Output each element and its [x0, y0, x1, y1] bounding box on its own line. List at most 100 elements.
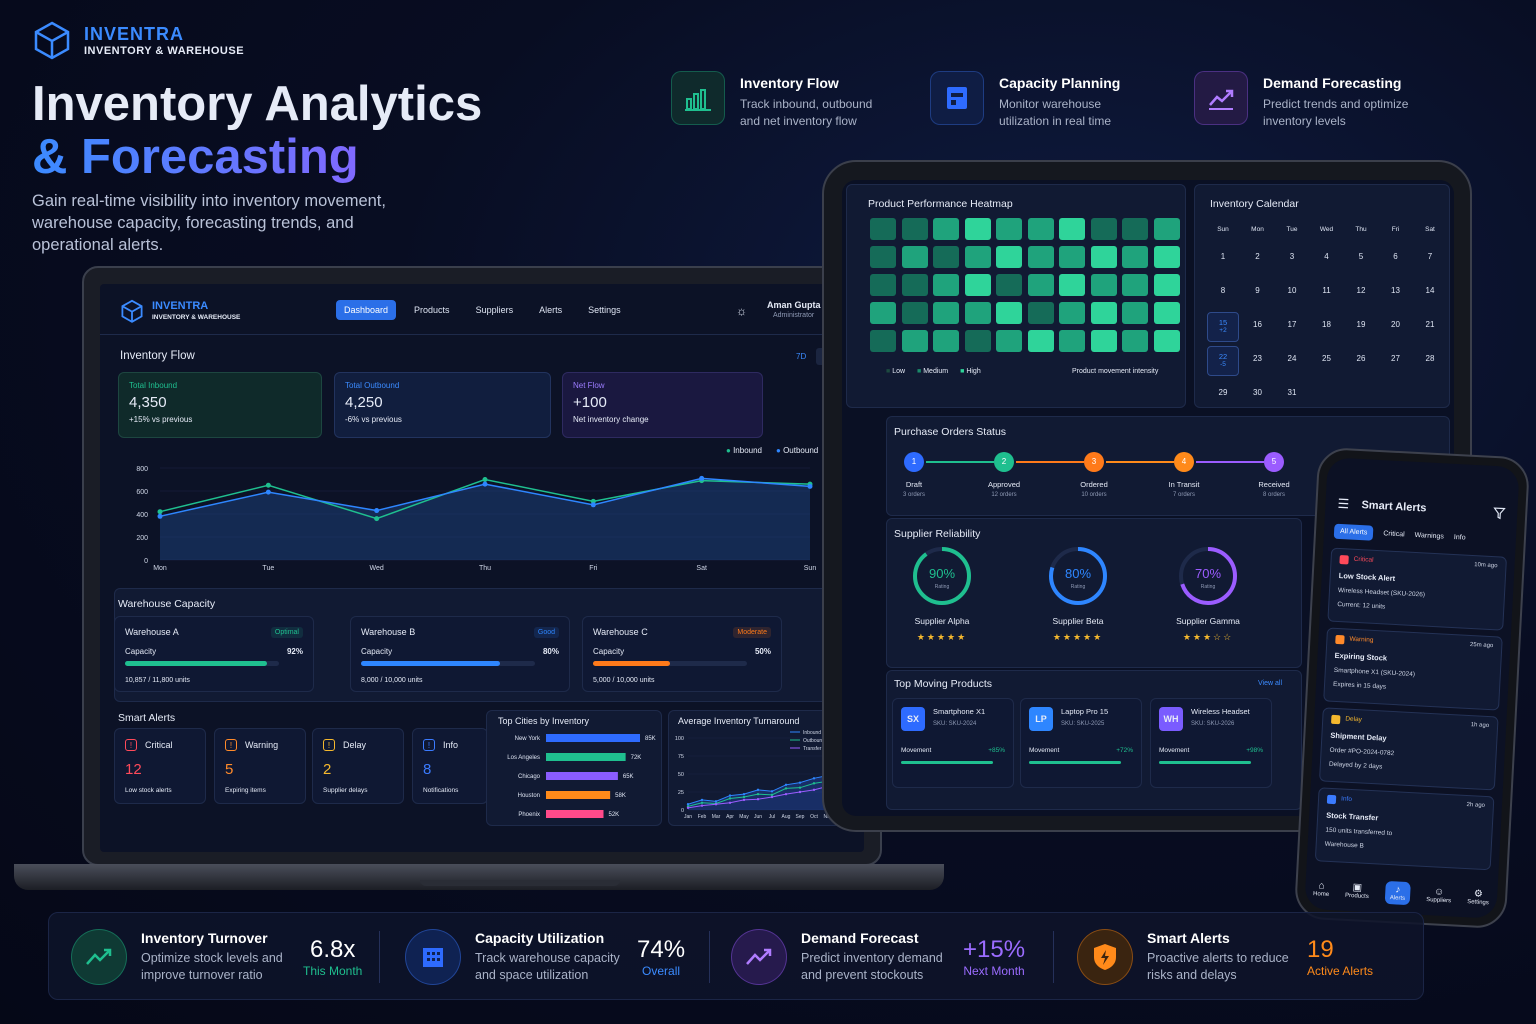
po-step-circle[interactable]: 2 [994, 452, 1014, 472]
phone-alert-card[interactable]: Warning 25m ago Expiring Stock Smartphone X… [1323, 627, 1503, 711]
heatmap-cell[interactable] [1027, 218, 1054, 240]
calendar-day[interactable]: 27 [1391, 354, 1400, 363]
nav-settings[interactable]: ⚙ Settings [1467, 888, 1489, 906]
heatmap-cell[interactable] [1027, 302, 1054, 324]
tab-critical[interactable]: Critical [1383, 530, 1405, 539]
heatmap-cell[interactable] [901, 302, 928, 324]
heatmap-cell[interactable] [1153, 246, 1180, 268]
heatmap-cell[interactable] [870, 330, 896, 352]
heatmap-cell[interactable] [1090, 302, 1117, 324]
nav-alerts[interactable]: Alerts [539, 305, 563, 315]
calendar-day[interactable]: 14 [1425, 286, 1435, 295]
heatmap-cell[interactable] [1122, 218, 1148, 240]
heatmap-cell[interactable] [1090, 330, 1117, 352]
heatmap-cell[interactable] [964, 302, 991, 324]
calendar-day[interactable]: 13 [1391, 286, 1400, 295]
heatmap-cell[interactable] [1027, 246, 1054, 268]
calendar-day[interactable]: 29 [1218, 388, 1228, 397]
po-step-circle[interactable]: 4 [1174, 452, 1194, 472]
heatmap-cell[interactable] [933, 246, 959, 268]
phone-alert-card[interactable]: Critical 10m ago Low Stock Alert Wireless H… [1327, 547, 1507, 631]
heatmap-cell[interactable] [933, 330, 959, 352]
heatmap-cell[interactable] [996, 274, 1022, 296]
calendar-day[interactable]: 17 [1287, 320, 1297, 329]
heatmap-cell[interactable] [964, 246, 991, 268]
calendar-day[interactable]: 12 [1356, 286, 1366, 295]
heatmap-cell[interactable] [1153, 302, 1180, 324]
heatmap-cell[interactable] [1090, 274, 1117, 296]
heatmap-cell[interactable] [870, 218, 896, 240]
heatmap-cell[interactable] [1059, 246, 1085, 268]
heatmap-cell[interactable] [964, 330, 991, 352]
heatmap-cell[interactable] [933, 274, 959, 296]
product-card[interactable]: SX Smartphone X1 SKU: SKU-2024 Movement +85% [892, 698, 1014, 788]
heatmap-cell[interactable] [1090, 218, 1117, 240]
heatmap-cell[interactable] [933, 218, 959, 240]
heatmap-cell[interactable] [901, 246, 928, 268]
heatmap-cell[interactable] [1122, 274, 1148, 296]
heatmap-cell[interactable] [1059, 302, 1085, 324]
heatmap-cell[interactable] [933, 302, 959, 324]
po-step-circle[interactable]: 1 [904, 452, 924, 472]
heatmap-cell[interactable] [1059, 274, 1085, 296]
alert-card-warning[interactable]: ! Warning 5 Expiring items [214, 728, 306, 804]
tab-info[interactable]: Info [1453, 533, 1466, 542]
calendar-day[interactable]: 6 [1393, 252, 1398, 261]
calendar-day[interactable]: 30 [1253, 388, 1262, 397]
view-all-link[interactable]: View all [1258, 680, 1282, 687]
calendar-day[interactable]: 23 [1253, 354, 1262, 363]
tab-warnings[interactable]: Warnings [1414, 531, 1445, 541]
heatmap-cell[interactable] [1153, 274, 1180, 296]
heatmap-cell[interactable] [870, 246, 896, 268]
tab-all-alerts[interactable]: All Alerts [1333, 523, 1374, 541]
calendar-day[interactable]: 21 [1425, 320, 1435, 329]
heatmap-cell[interactable] [996, 218, 1022, 240]
calendar-day[interactable]: 7 [1427, 252, 1433, 261]
calendar-day[interactable]: 18 [1322, 320, 1331, 329]
calendar-day[interactable]: 8 [1220, 286, 1226, 295]
calendar-day[interactable]: 19 [1356, 320, 1366, 329]
phone-alert-card[interactable]: Delay 1h ago Shipment Delay Order #PO-2024-… [1318, 707, 1499, 791]
nav-dashboard[interactable]: Dashboard [336, 300, 397, 320]
nav-products[interactable]: ▣ Products [1344, 881, 1369, 900]
heatmap-cell[interactable] [870, 302, 896, 324]
heatmap-cell[interactable] [996, 246, 1022, 268]
heatmap-cell[interactable] [964, 218, 991, 240]
nav-suppliers[interactable]: Suppliers [475, 305, 514, 315]
po-step-circle[interactable]: 5 [1264, 452, 1284, 472]
heatmap-cell[interactable] [996, 330, 1022, 352]
heatmap-cell[interactable] [1059, 330, 1085, 352]
heatmap-cell[interactable] [964, 274, 991, 296]
calendar-day-marked[interactable]: 22 -5 [1207, 346, 1239, 376]
calendar-day[interactable]: 10 [1287, 286, 1297, 295]
calendar-day[interactable]: 16 [1253, 320, 1262, 329]
heatmap-cell[interactable] [901, 274, 928, 296]
calendar-day-marked[interactable]: 15 +2 [1207, 312, 1239, 342]
po-step-circle[interactable]: 3 [1084, 452, 1104, 472]
nav-suppliers[interactable]: ☺ Suppliers [1425, 885, 1452, 904]
phone-alert-card[interactable]: Info 2h ago Stock Transfer 150 units transf… [1314, 787, 1495, 871]
calendar-day[interactable]: 28 [1425, 354, 1435, 363]
calendar-day[interactable]: 2 [1255, 252, 1260, 261]
menu-icon[interactable]: ☰ [1337, 495, 1350, 512]
calendar-day[interactable]: 3 [1289, 252, 1295, 261]
heatmap-cell[interactable] [1027, 274, 1054, 296]
heatmap-cell[interactable] [1027, 330, 1054, 352]
calendar-day[interactable]: 4 [1324, 252, 1329, 261]
heatmap-cell[interactable] [901, 330, 928, 352]
heatmap-cell[interactable] [1122, 302, 1148, 324]
nav-alerts[interactable]: ♪ Alerts [1384, 880, 1412, 905]
nav-products[interactable]: Products [414, 305, 450, 315]
nav-home[interactable]: ⌂ Home [1312, 879, 1330, 898]
theme-toggle-icon[interactable]: ☼ [736, 304, 747, 318]
nav-settings[interactable]: Settings [588, 305, 621, 315]
heatmap-cell[interactable] [901, 218, 928, 240]
range-7d-button[interactable]: 7D [796, 352, 807, 361]
heatmap-cell[interactable] [996, 302, 1022, 324]
product-card[interactable]: LP Laptop Pro 15 SKU: SKU-2025 Movement +72% [1020, 698, 1142, 788]
product-card[interactable]: WH Wireless Headset SKU: SKU-2026 Movement +… [1150, 698, 1272, 788]
calendar-day[interactable]: 1 [1220, 252, 1226, 261]
calendar-day[interactable]: 5 [1358, 252, 1364, 261]
heatmap-cell[interactable] [1122, 330, 1148, 352]
calendar-day[interactable]: 25 [1322, 354, 1331, 363]
